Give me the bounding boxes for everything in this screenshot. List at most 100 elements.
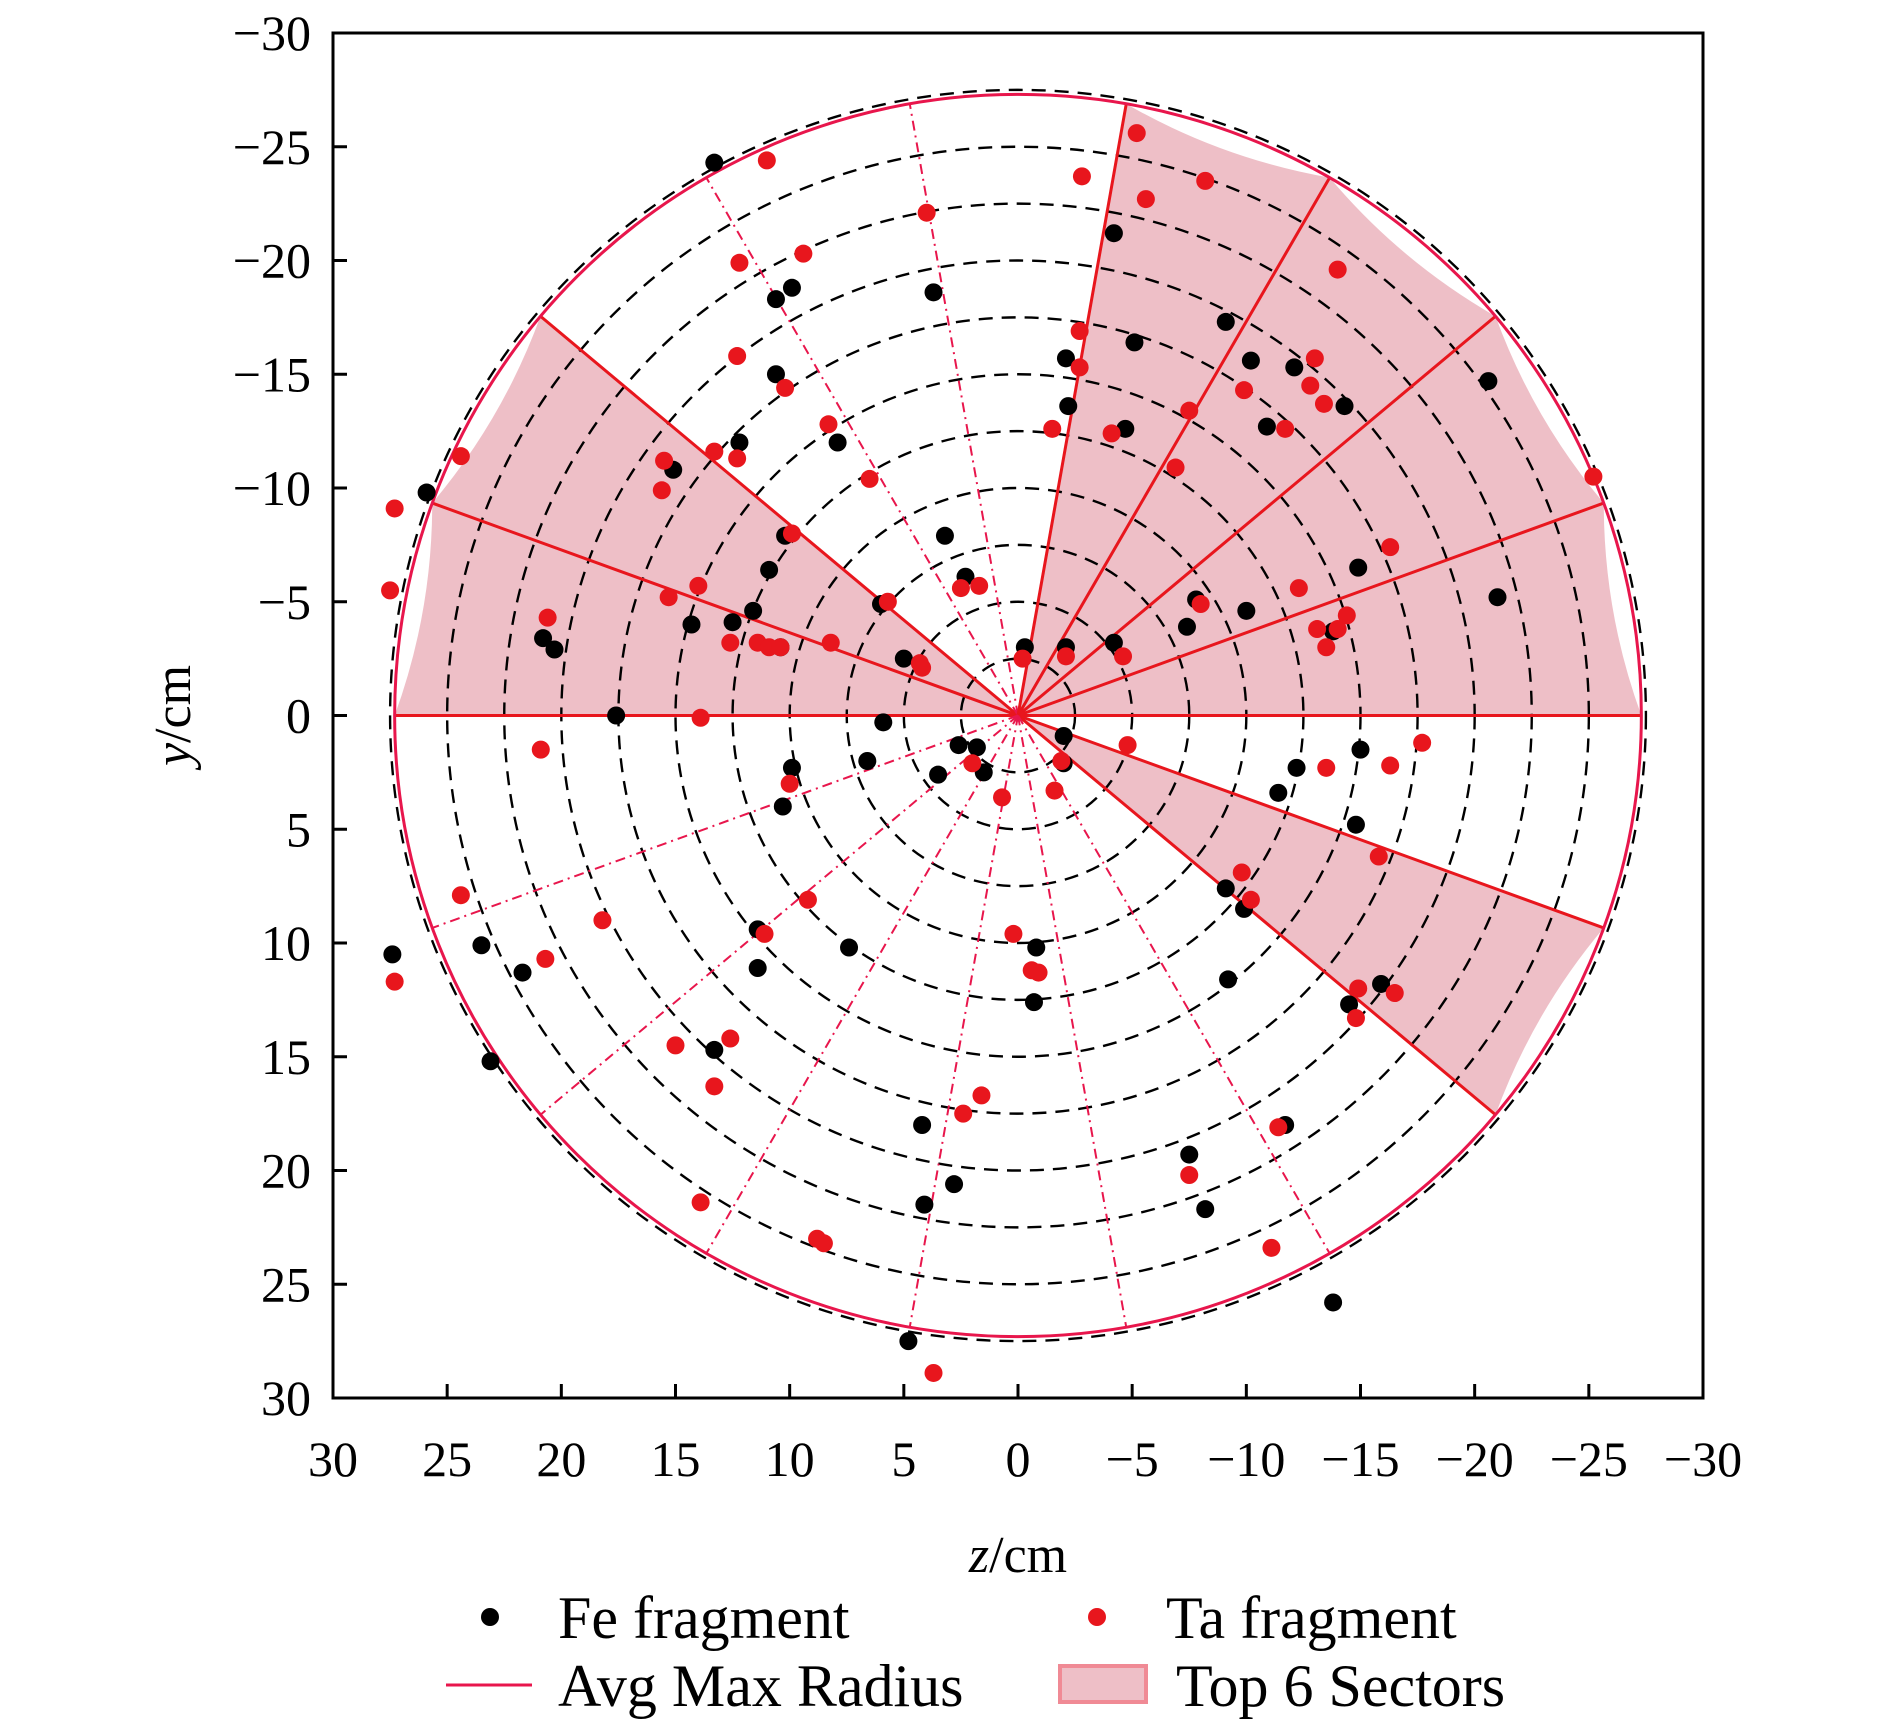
- fe-point-8: [1241, 351, 1260, 370]
- y-tick-label-6: 0: [286, 688, 311, 744]
- ta-point-40: [1166, 458, 1185, 477]
- fe-fragment-series: [383, 153, 1507, 1351]
- ta-point-9: [655, 451, 674, 470]
- ta-point-75: [1262, 1238, 1281, 1257]
- ta-point-5: [776, 378, 795, 397]
- fe-point-9: [1285, 358, 1304, 377]
- ta-point-80: [593, 911, 612, 930]
- sector-boundary-8: [1017, 501, 1605, 717]
- ta-point-73: [1269, 1118, 1288, 1137]
- ta-point-82: [451, 886, 470, 905]
- legend-radius-label: Avg Max Radius: [558, 1653, 964, 1719]
- sector-boundary-17: [431, 714, 1019, 929]
- fe-point-19: [1177, 617, 1196, 636]
- fe-point-20: [1237, 601, 1256, 620]
- ta-point-46: [1584, 467, 1603, 486]
- ta-point-68: [1385, 984, 1404, 1003]
- ta-point-6: [819, 415, 838, 434]
- fe-point-76: [945, 1175, 964, 1194]
- ta-point-38: [1102, 424, 1121, 443]
- ta-point-22: [913, 658, 932, 677]
- axis-ticks-layer: 30 25 20 15 10 5 0 −5 −10 −15 −20 −25 −30 −30 −25 −20 −1…: [233, 5, 1742, 1487]
- ta-point-31: [1127, 124, 1146, 143]
- sector-boundary-7: [1017, 315, 1497, 717]
- ta-point-3: [917, 203, 936, 222]
- fe-point-6: [1125, 333, 1144, 352]
- ta-point-61: [1317, 758, 1336, 777]
- top-sector-1: [432, 316, 1018, 716]
- ta-point-84: [531, 740, 550, 759]
- sector-boundary-1: [431, 501, 1019, 717]
- ta-point-27: [381, 581, 400, 600]
- legend-sectors-swatch: [1058, 1664, 1148, 1704]
- y-tick-label-11: 25: [261, 1256, 311, 1312]
- y-tick-label-10: 20: [261, 1143, 311, 1199]
- fe-point-73: [1196, 1200, 1215, 1219]
- fe-point-4: [766, 365, 785, 384]
- ta-point-0: [757, 151, 776, 170]
- legend-ta-marker: [1088, 1608, 1106, 1626]
- fe-point-62: [1269, 783, 1288, 802]
- ta-point-55: [1337, 606, 1356, 625]
- fe-point-63: [1346, 815, 1365, 834]
- ta-point-23: [951, 579, 970, 598]
- ta-point-65: [1232, 863, 1251, 882]
- y-tick-label-8: 10: [261, 915, 311, 971]
- ta-point-15: [721, 633, 740, 652]
- ta-point-48: [1289, 579, 1308, 598]
- ta-point-39: [1180, 401, 1199, 420]
- ta-point-89: [954, 1104, 973, 1123]
- ta-point-13: [689, 576, 708, 595]
- ta-point-11: [860, 469, 879, 488]
- fe-point-26: [828, 433, 847, 452]
- avg-max-radius-circle: [393, 92, 1643, 1339]
- sector-boundary-11: [1017, 714, 1497, 1116]
- fe-point-58: [1054, 726, 1073, 745]
- fe-point-1: [924, 283, 943, 302]
- ta-point-44: [1301, 376, 1320, 395]
- fe-point-41: [607, 706, 626, 725]
- fe-point-2: [766, 290, 785, 309]
- y-tick-label-9: 15: [261, 1029, 311, 1085]
- ta-point-19: [821, 633, 840, 652]
- sector-boundary-4: [908, 103, 1019, 716]
- fe-point-67: [1372, 974, 1391, 993]
- x-axis-unit: /cm: [989, 1527, 1067, 1584]
- fe-point-32: [723, 613, 742, 632]
- ta-point-25: [451, 447, 470, 466]
- ta-point-51: [1056, 647, 1075, 666]
- sector-boundary-13: [1017, 715, 1128, 1328]
- ta-point-57: [1118, 736, 1137, 755]
- ta-point-74: [1180, 1166, 1199, 1185]
- ta-point-4: [728, 347, 747, 366]
- x-tick-label-6: 0: [1006, 1431, 1031, 1487]
- avg-max-radius-layer: [393, 92, 1643, 1339]
- x-tick-label-4: 10: [765, 1431, 815, 1487]
- fe-point-36: [935, 526, 954, 545]
- fe-point-33: [682, 615, 701, 634]
- ta-point-93: [924, 1363, 943, 1382]
- fe-point-56: [481, 1052, 500, 1071]
- y-axis-label: y/cm: [145, 665, 202, 771]
- ta-point-45: [1314, 394, 1333, 413]
- fe-point-77: [915, 1195, 934, 1214]
- ta-point-81: [536, 949, 555, 968]
- ta-point-2: [794, 244, 813, 263]
- ta-point-20: [878, 592, 897, 611]
- y-tick-label-2: −20: [233, 233, 311, 289]
- ta-point-37: [1043, 419, 1062, 438]
- fe-point-57: [705, 1040, 724, 1059]
- ta-point-49: [1191, 595, 1210, 614]
- ta-point-76: [963, 754, 982, 773]
- fe-point-14: [1335, 397, 1354, 416]
- y-axis-unit: /cm: [145, 665, 202, 743]
- fe-point-72: [1180, 1145, 1199, 1164]
- fe-point-68: [1219, 970, 1238, 989]
- ta-point-83: [385, 972, 404, 991]
- ta-point-85: [666, 1036, 685, 1055]
- fragment-points-layer: [381, 124, 1603, 1382]
- grid-ring-10: [388, 88, 1648, 1343]
- ta-point-42: [1276, 419, 1295, 438]
- fe-point-40: [545, 640, 564, 659]
